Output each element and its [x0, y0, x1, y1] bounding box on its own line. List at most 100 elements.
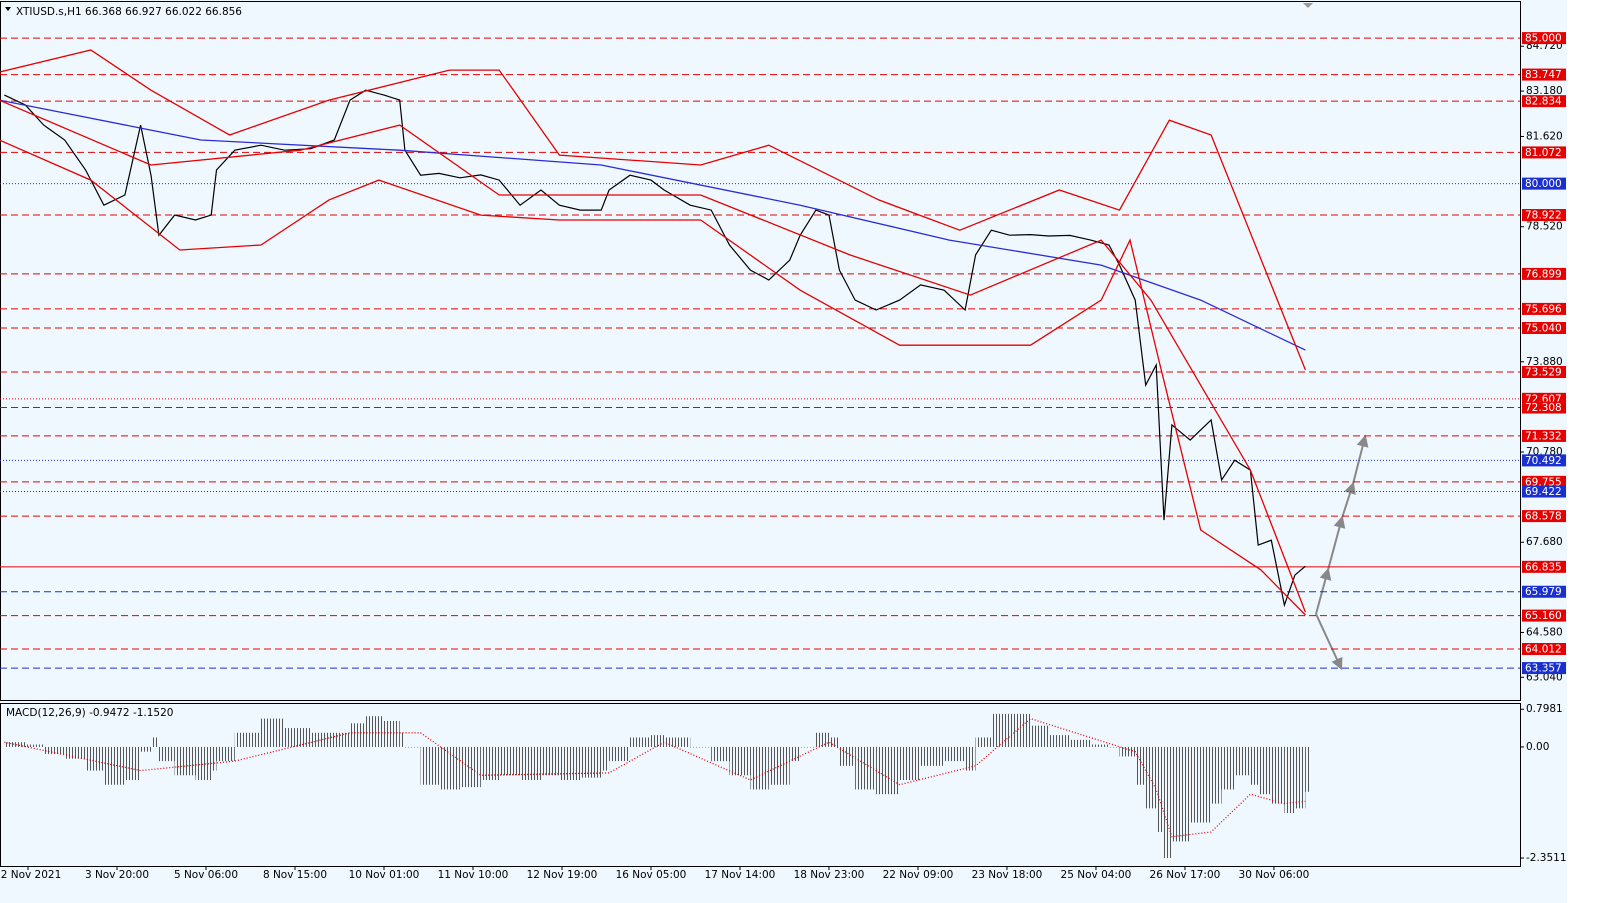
- histogram-bar: [609, 746, 631, 762]
- series-line: [4, 89, 1306, 608]
- x-tick-label: 8 Nov 15:00: [263, 869, 327, 881]
- histogram-bar: [1048, 735, 1070, 747]
- level-label-box: [1522, 585, 1566, 598]
- histogram-bar: [559, 746, 581, 781]
- x-tick-label: 2 Nov 2021: [1, 869, 62, 881]
- histogram-bar: [399, 732, 405, 747]
- histogram-bar: [216, 746, 235, 762]
- y-tick-label: 73.880: [1526, 356, 1563, 368]
- y-tick-label: 63.040: [1526, 671, 1563, 683]
- y-tick-label: 0.7981: [1526, 703, 1563, 715]
- series-line: [0, 139, 1306, 616]
- histogram-bar: [1171, 746, 1191, 842]
- histogram-bar: [855, 746, 877, 790]
- level-label-box: [1522, 32, 1566, 45]
- level-label-box: [1522, 662, 1566, 675]
- x-tick-label: 23 Nov 18:00: [972, 869, 1043, 881]
- x-tick-label: 11 Nov 10:00: [438, 869, 509, 881]
- y-tick-label: 83.180: [1526, 85, 1563, 97]
- histogram-bar: [991, 713, 1010, 747]
- histogram-bar: [284, 728, 311, 747]
- x-tick-label: 3 Nov 20:00: [85, 869, 149, 881]
- level-label-box: [1522, 68, 1566, 81]
- pane-menu-icon: [5, 7, 11, 11]
- histogram-bar: [1305, 746, 1310, 792]
- level-label-box: [1522, 95, 1566, 108]
- level-label-box: [1522, 560, 1566, 573]
- histogram-bar: [944, 746, 966, 762]
- histogram-bar: [260, 718, 285, 747]
- level-label-box: [1522, 146, 1566, 159]
- level-label: 63.357: [1525, 663, 1562, 675]
- series-line: [0, 49, 1307, 371]
- arrow: [1315, 613, 1343, 671]
- histogram-bar: [828, 737, 840, 747]
- price-pane-frame: [0, 1, 1521, 701]
- level-label-box: [1522, 485, 1566, 498]
- histogram-bar: [383, 720, 400, 747]
- histogram-bar: [1258, 746, 1272, 795]
- level-label: 76.899: [1525, 268, 1562, 280]
- level-label-box: [1522, 609, 1566, 622]
- histogram-bar: [800, 746, 816, 748]
- level-label: 73.529: [1525, 366, 1562, 378]
- level-label: 66.835: [1525, 561, 1562, 573]
- level-label: 69.422: [1525, 486, 1562, 498]
- x-tick-label: 5 Nov 06:00: [174, 869, 238, 881]
- y-tick-label: -2.3511: [1526, 852, 1567, 864]
- histogram-bar: [1221, 746, 1235, 790]
- histogram-bar: [64, 746, 86, 759]
- level-label: 78.922: [1525, 210, 1562, 222]
- histogram-bar: [151, 737, 159, 747]
- histogram-bar: [1030, 725, 1049, 747]
- histogram-bar: [1109, 746, 1120, 748]
- histogram-bar: [1271, 746, 1285, 804]
- histogram-bar: [85, 746, 104, 771]
- histogram-bar: [480, 746, 500, 781]
- histogram-bar: [499, 746, 521, 776]
- price-pane: 84.72083.18081.62078.52073.88070.78067.6…: [0, 6, 1566, 683]
- histogram-bar: [711, 746, 730, 762]
- histogram-bar: [1234, 746, 1251, 776]
- histogram-bar: [876, 746, 900, 795]
- x-tick-label: 16 Nov 05:00: [616, 869, 687, 881]
- histogram-bar: [650, 735, 665, 747]
- level-label-box: [1522, 475, 1566, 488]
- histogram-bar: [601, 746, 610, 771]
- histogram-bar: [1145, 746, 1157, 809]
- level-label: 82.834: [1525, 96, 1562, 108]
- histogram-bar: [4, 742, 26, 747]
- level-label-box: [1522, 401, 1566, 414]
- histogram-bar: [365, 716, 384, 747]
- histogram-bar: [580, 746, 602, 778]
- level-label: 72.308: [1525, 402, 1562, 414]
- histogram-bar: [438, 746, 460, 790]
- histogram-bar: [541, 746, 560, 776]
- series-line: [0, 99, 1306, 351]
- macd-pane: 0.7981 0.00 -2.3511 2 Nov 2021 3 Nov 20:00 5 …: [1, 703, 1567, 881]
- level-label-box: [1522, 429, 1566, 442]
- histogram-bar: [520, 746, 542, 781]
- pane-title: XTIUSD.s,H1 66.368 66.927 66.022 66.856: [16, 6, 242, 18]
- histogram-bar: [1156, 746, 1165, 832]
- histogram-bar: [404, 746, 421, 748]
- level-label-box: [1522, 322, 1566, 335]
- level-label: 68.578: [1525, 511, 1562, 523]
- histogram-bar: [815, 732, 829, 747]
- x-tick-label: 10 Nov 01:00: [349, 869, 420, 881]
- histogram-bar: [1069, 739, 1091, 747]
- level-label: 81.072: [1525, 147, 1562, 159]
- histogram-bar: [140, 746, 152, 752]
- histogram-bar: [1250, 746, 1259, 785]
- histogram-bar: [25, 744, 44, 747]
- histogram-bar: [729, 746, 751, 776]
- shift-marker: [1303, 3, 1313, 8]
- histogram-bar: [965, 746, 976, 771]
- x-tick-label: 18 Nov 23:00: [794, 869, 865, 881]
- histogram-bar: [1119, 746, 1136, 757]
- level-label: 85.000: [1525, 33, 1562, 45]
- histogram-bar: [195, 746, 212, 781]
- histogram-bar: [920, 746, 945, 766]
- histogram-bar: [420, 746, 439, 785]
